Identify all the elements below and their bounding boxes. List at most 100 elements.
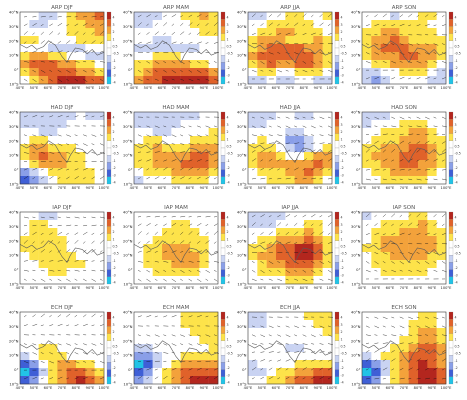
colorbar-tick-label: -3 bbox=[227, 173, 230, 177]
heatmap-cell bbox=[85, 236, 95, 245]
colorbar-tick-label: 4 bbox=[227, 16, 229, 20]
heatmap-cell bbox=[304, 112, 314, 121]
wind-vector bbox=[99, 324, 104, 327]
wind-vector bbox=[433, 178, 438, 181]
heatmap-cell bbox=[276, 20, 286, 29]
heatmap-cell bbox=[408, 336, 419, 345]
wind-vector bbox=[294, 325, 299, 328]
heatmap-cell bbox=[143, 160, 153, 169]
heatmap-cell bbox=[152, 12, 163, 21]
wind-vector bbox=[137, 250, 142, 253]
wind-vector bbox=[399, 232, 405, 235]
colorbar-tick-label: 1 bbox=[113, 137, 115, 141]
heatmap-cell bbox=[427, 228, 437, 237]
wind-vector bbox=[83, 134, 87, 137]
colorbar-segment bbox=[334, 62, 340, 70]
wind-vector bbox=[268, 150, 272, 153]
wind-vector bbox=[180, 368, 184, 371]
heatmap-cell bbox=[152, 136, 163, 145]
wind-vector bbox=[310, 61, 316, 65]
wind-vector bbox=[99, 115, 104, 118]
lat-tick-label: 20°N bbox=[351, 38, 361, 43]
wind-vector bbox=[260, 359, 266, 362]
heatmap-cell bbox=[362, 336, 372, 345]
wind-vector bbox=[49, 168, 54, 171]
heatmap-cell bbox=[436, 368, 447, 377]
heatmap-cell bbox=[294, 20, 305, 29]
heatmap-cell bbox=[294, 160, 305, 169]
heatmap-cell bbox=[399, 312, 409, 321]
heatmap-cell bbox=[266, 360, 277, 369]
heatmap-cell bbox=[418, 44, 428, 53]
heatmap-cell bbox=[285, 252, 295, 261]
wind-vector bbox=[416, 261, 421, 264]
wind-vector bbox=[365, 24, 370, 27]
heatmap-cell bbox=[427, 12, 437, 21]
wind-vector bbox=[57, 78, 63, 82]
heatmap-cell bbox=[390, 268, 400, 277]
heatmap-cell bbox=[85, 176, 95, 185]
lat-tick-label: 0° bbox=[128, 67, 132, 72]
lat-tick-label: 20°N bbox=[351, 238, 361, 243]
colorbar-segment bbox=[448, 362, 454, 370]
wind-vector bbox=[154, 134, 158, 137]
wind-vector bbox=[425, 76, 430, 80]
heatmap-cell bbox=[143, 312, 153, 321]
heatmap-cell bbox=[29, 36, 39, 45]
heatmap-cell bbox=[29, 320, 39, 329]
wind-vector bbox=[188, 14, 193, 18]
wind-vector bbox=[23, 69, 27, 72]
colorbar-segment bbox=[334, 119, 340, 127]
heatmap-cell bbox=[266, 120, 277, 129]
wind-vector bbox=[294, 178, 298, 180]
heatmap-cell bbox=[48, 36, 58, 45]
heatmap-cell bbox=[76, 168, 86, 177]
heatmap-cell bbox=[190, 176, 200, 185]
wind-vector bbox=[302, 214, 307, 218]
wind-vector bbox=[277, 351, 281, 353]
heatmap-cell bbox=[76, 368, 86, 377]
heatmap-cell bbox=[208, 36, 219, 45]
lon-tick-label: 40°E bbox=[244, 86, 253, 90]
wind-vector bbox=[268, 325, 274, 328]
colorbar-segment bbox=[106, 347, 112, 356]
lat-tick-label: 10°N bbox=[123, 253, 133, 258]
heatmap-cell bbox=[248, 268, 258, 277]
wind-vector bbox=[23, 134, 27, 136]
wind-vector bbox=[188, 343, 193, 346]
heatmap-cell bbox=[38, 60, 49, 69]
heatmap-cell bbox=[171, 176, 181, 185]
wind-vector bbox=[399, 178, 403, 180]
heatmap-cell bbox=[180, 312, 191, 321]
wind-vector bbox=[171, 32, 176, 35]
heatmap-cell bbox=[322, 228, 333, 237]
wind-vector bbox=[294, 367, 298, 371]
wind-vector bbox=[197, 216, 202, 218]
heatmap-cell bbox=[371, 60, 381, 69]
colorbar-segment bbox=[220, 362, 226, 370]
wind-vector bbox=[83, 23, 88, 27]
wind-vector bbox=[74, 41, 78, 44]
lat-tick-label: 10°S bbox=[237, 82, 247, 87]
lon-tick-label: 80°E bbox=[72, 286, 81, 290]
heatmap-cell bbox=[436, 160, 447, 169]
lat-tick-label: 30°N bbox=[123, 324, 133, 329]
heatmap-cell bbox=[76, 344, 86, 353]
heatmap-cell bbox=[76, 136, 86, 145]
colorbar-tick-label: -4 bbox=[113, 381, 116, 385]
heatmap-cell bbox=[208, 336, 219, 345]
heatmap-cell bbox=[390, 60, 400, 69]
heatmap-cell bbox=[276, 28, 286, 37]
heatmap-cell bbox=[257, 368, 267, 377]
heatmap-cell bbox=[180, 20, 191, 29]
heatmap-cell bbox=[143, 76, 153, 85]
heatmap-cell bbox=[152, 360, 163, 369]
wind-vector bbox=[154, 159, 158, 162]
lat-tick-label: 20°N bbox=[237, 138, 247, 143]
heatmap-cell bbox=[304, 252, 314, 261]
wind-vector bbox=[146, 78, 150, 81]
wind-vector bbox=[205, 224, 209, 227]
heatmap-cell bbox=[257, 160, 267, 169]
lat-tick-label: 30°N bbox=[123, 224, 133, 229]
heatmap-cell bbox=[180, 252, 191, 261]
